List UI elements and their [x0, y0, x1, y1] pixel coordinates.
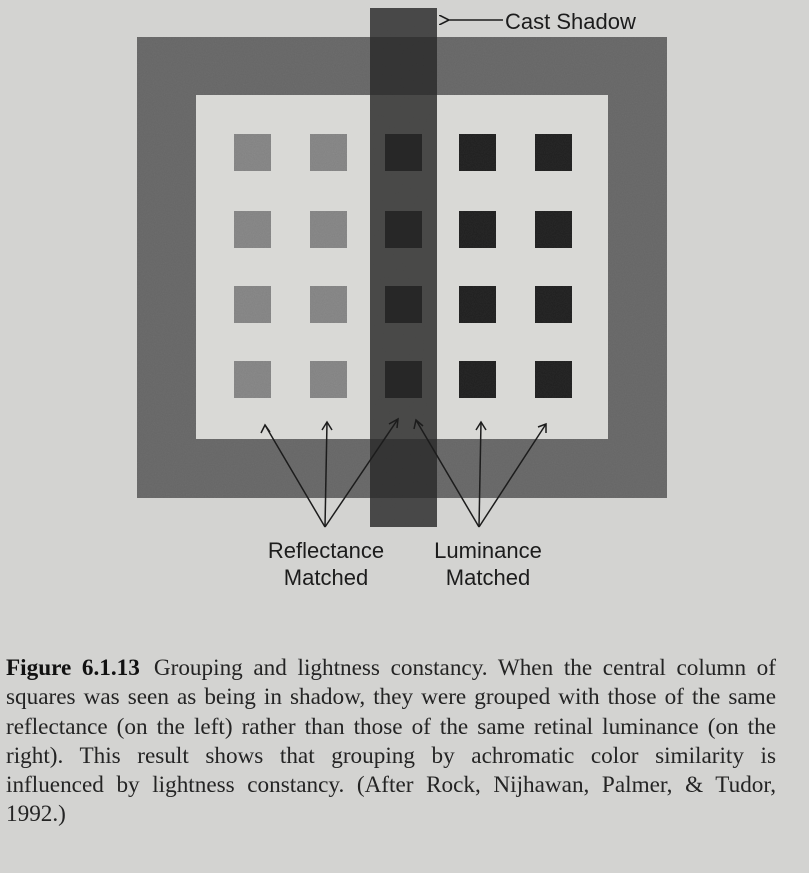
shadowed-square-column [385, 134, 422, 398]
square-grid [234, 134, 572, 398]
shadowed-square [385, 286, 422, 323]
luminance-square [535, 361, 572, 398]
reflectance-square [310, 286, 347, 323]
reflectance-matched-label: Reflectance Matched [236, 537, 416, 591]
figure-number: Figure 6.1.13 [6, 655, 140, 682]
luminance-square [459, 211, 496, 248]
figure-caption: Figure 6.1.13 Grouping and lightness cons… [6, 654, 776, 829]
luminance-arrows [413, 418, 547, 528]
luminance-square [459, 286, 496, 323]
cast-shadow-label: Cast Shadow [505, 9, 636, 34]
luminance-label-line2: Matched [445, 565, 531, 590]
luminance-square [459, 134, 496, 171]
shadowed-square [385, 211, 422, 248]
reflectance-square [310, 361, 347, 398]
luminance-square [535, 286, 572, 323]
luminance-square [535, 211, 572, 248]
luminance-matched-label: Luminance Matched [408, 537, 568, 591]
luminance-square [535, 134, 572, 171]
reflectance-label-line1: Reflectance [267, 538, 385, 563]
cast-shadow-column [370, 8, 437, 527]
reflectance-square [234, 361, 271, 398]
reflectance-square [234, 211, 271, 248]
grouping-diagram [137, 8, 667, 528]
luminance-square [459, 361, 496, 398]
figure-illustration: Cast Shadow Reflectance Matched Luminanc… [137, 8, 667, 591]
shadowed-square [385, 361, 422, 398]
reflectance-arrows [260, 417, 399, 528]
reflectance-label-line2: Matched [283, 565, 369, 590]
reflectance-square [234, 134, 271, 171]
luminance-label-line1: Luminance [434, 538, 542, 563]
reflectance-square [310, 211, 347, 248]
caption-text: Grouping and lightness constancy. When t… [6, 655, 776, 828]
reflectance-square [310, 134, 347, 171]
reflectance-square [234, 286, 271, 323]
shadowed-square [385, 134, 422, 171]
